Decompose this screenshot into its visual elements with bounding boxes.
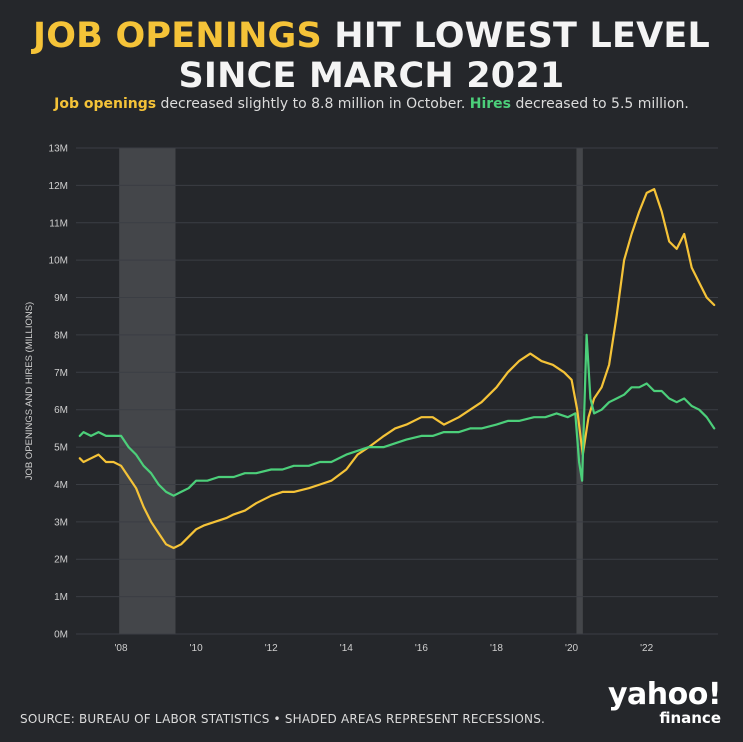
title-rest-line1: HIT LOWEST LEVEL <box>334 16 710 56</box>
series-line-job-openings <box>78 188 716 550</box>
x-tick-label: '08 <box>115 643 128 654</box>
source-footer: SOURCE: BUREAU OF LABOR STATISTICS • SHA… <box>20 712 546 726</box>
y-tick-label: 2M <box>54 555 68 566</box>
y-axis-ticks: 0M 1M 2M 3M 4M 5M 6M 7M 8M 9M 10M 11M 12M 13M <box>49 144 68 641</box>
title-highlight: JOB OPENINGS <box>33 16 322 56</box>
y-axis-label: JOB OPENINGS AND HIRES (MILLIONS) <box>24 302 35 480</box>
y-tick-label: 5M <box>54 443 68 454</box>
recession-band-2 <box>576 148 583 634</box>
grid-lines <box>76 147 718 635</box>
y-tick-label: 11M <box>49 218 68 229</box>
chart-subtitle: Job openings decreased slightly to 8.8 m… <box>0 96 743 112</box>
x-tick-label: '18 <box>490 643 503 654</box>
x-tick-label: '20 <box>565 643 578 654</box>
subtitle-hires-word: Hires <box>469 96 511 112</box>
y-tick-label: 4M <box>54 480 68 491</box>
title-line2: SINCE MARCH 2021 <box>178 56 565 96</box>
y-tick-label: 0M <box>54 630 68 641</box>
x-tick-label: '14 <box>340 643 353 654</box>
x-tick-label: '16 <box>415 643 428 654</box>
subtitle-openings-word: Job openings <box>54 96 157 112</box>
x-tick-label: '10 <box>190 643 203 654</box>
logo-line1: yahoo! <box>607 677 722 712</box>
subtitle-end: decreased to 5.5 million. <box>515 96 689 112</box>
y-tick-label: 1M <box>54 592 68 603</box>
x-tick-label: '22 <box>640 643 653 654</box>
yahoo-finance-logo: yahoo! finance <box>607 677 722 727</box>
logo-line2: finance <box>659 709 721 727</box>
y-tick-label: 12M <box>49 181 68 192</box>
x-axis-ticks: '08 '10 '12 '14 '16 '18 '20 '22 <box>115 643 654 654</box>
y-tick-label: 3M <box>54 517 68 528</box>
y-tick-label: 10M <box>49 256 68 267</box>
x-tick-label: '12 <box>265 643 278 654</box>
y-tick-label: 8M <box>54 330 68 341</box>
series-line-hires <box>78 333 716 497</box>
recession-bands <box>119 148 583 634</box>
y-tick-label: 6M <box>54 405 68 416</box>
y-tick-label: 7M <box>54 368 68 379</box>
recession-band-1 <box>119 148 176 634</box>
subtitle-mid: decreased slightly to 8.8 million in Oct… <box>160 96 466 112</box>
chart-title: JOB OPENINGS HIT LOWEST LEVEL SINCE MARC… <box>0 16 743 96</box>
y-tick-label: 13M <box>49 144 68 155</box>
y-tick-label: 9M <box>54 293 68 304</box>
series-lines <box>78 188 716 550</box>
